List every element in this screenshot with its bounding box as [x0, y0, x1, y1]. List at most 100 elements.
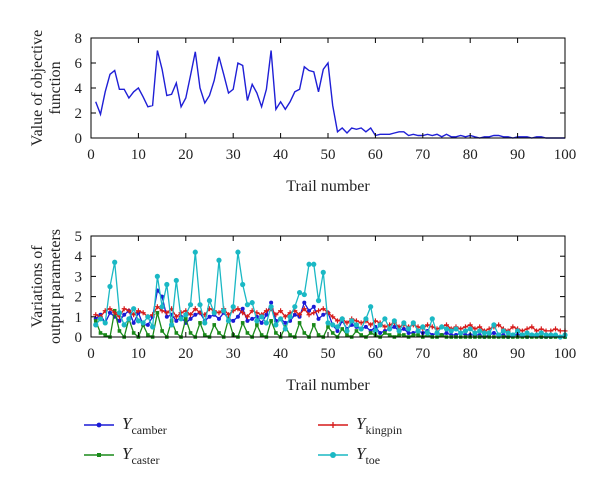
x-tick-label: 20 [178, 346, 193, 362]
chart1-series-camber-point [259, 320, 264, 325]
chart1-series-kingpin-line [95, 305, 565, 332]
chart1-series-kingpin-point [425, 322, 431, 328]
x-tick-label: 0 [87, 346, 95, 362]
chart1-series-caster-point [439, 333, 444, 337]
x-tick-label: 30 [226, 147, 241, 163]
chart1-series-toe-point [510, 332, 516, 338]
y-tick-label: 2 [75, 106, 83, 122]
chart1-series-toe-point [491, 322, 497, 328]
chart1-series-camber-point [235, 314, 240, 319]
chart1-series-toe-point [282, 326, 288, 332]
chart1-series-kingpin-point [334, 318, 340, 324]
chart1-series-toe-point [462, 328, 469, 334]
chart1-series-toe [93, 249, 568, 340]
chart1-series-toe-point [112, 259, 118, 265]
y-axis-label: output parameters [47, 229, 64, 344]
x-tick-label: 30 [226, 346, 241, 362]
x-tick-label: 60 [368, 346, 383, 362]
chart1-series-caster-point [302, 331, 307, 335]
chart1-series-toe-point [448, 328, 454, 334]
chart1-series-toe-point [306, 261, 312, 267]
chart1-series-camber-point [307, 308, 312, 313]
chart1-series-toe-point [515, 328, 521, 334]
chart1-series-kingpin-point [216, 310, 222, 316]
chart1-series-camber-point [174, 318, 179, 323]
chart1-series-caster-point [397, 333, 401, 337]
legend-label-main: Y [356, 414, 367, 433]
chart1-series-toe-point [405, 326, 412, 332]
chart1-series-caster-point [269, 319, 273, 323]
chart1-series-camber-point [107, 310, 112, 315]
chart1-series-toe-point [349, 318, 355, 324]
chart1-series-kingpin-point [278, 308, 284, 314]
chart1-series-camber-point [401, 326, 406, 331]
chart1-series-toe-point [382, 316, 388, 322]
chart1-series-toe-point [429, 316, 435, 322]
chart1-series-toe-point [396, 328, 402, 334]
x-tick-label: 70 [415, 346, 430, 362]
chart1-series-toe-point [121, 322, 127, 328]
chart1-series-toe-point [320, 269, 326, 275]
chart1-series-toe-point [543, 332, 549, 338]
chart1-series-toe-point [529, 332, 535, 338]
chart1-series-camber-point [207, 314, 212, 319]
chart1-series-toe-point [500, 328, 506, 334]
legend-swatch-marker [97, 453, 101, 457]
chart1-series-toe-point [268, 304, 274, 310]
chart1-series-kingpin-point [429, 324, 435, 330]
x-tick-label: 60 [368, 147, 383, 163]
chart1-series-caster-point [188, 331, 193, 335]
y-tick-label: 6 [75, 56, 83, 72]
chart1-series-toe-point [353, 322, 360, 328]
chart1-series-kingpin-point [121, 306, 127, 312]
chart1-series-toe-point [477, 328, 483, 334]
chart1-series-caster-point [259, 333, 264, 337]
chart1-series-caster-point [146, 333, 150, 337]
y-axis-label: Variations of [29, 245, 46, 328]
chart1-series-toe-point [206, 298, 213, 304]
chart1-series-caster-point [354, 329, 359, 333]
y-tick-label: 4 [75, 249, 83, 265]
chart1-series-toe-point [93, 322, 99, 328]
chart1-series-toe-point [173, 277, 179, 284]
chart1-series-caster-point [155, 310, 160, 315]
x-tick-label: 80 [463, 346, 478, 362]
y-tick-label: 0 [75, 330, 83, 346]
chart1-series-toe-point [263, 320, 269, 326]
chart1-series-camber-line [95, 288, 565, 338]
chart1-series-camber-point [188, 316, 193, 321]
chart1-series-toe-point [334, 324, 341, 330]
chart1-series-caster-point [326, 325, 330, 329]
chart1-series-toe-point [145, 314, 151, 320]
chart1-series-camber-point [311, 304, 316, 309]
chart1-series-kingpin-point [529, 324, 535, 330]
chart1-series-toe-point [505, 330, 511, 336]
x-tick-label: 0 [87, 147, 95, 163]
chart1-series-toe-point [140, 320, 146, 326]
legend-label-subscript: kingpin [365, 423, 402, 437]
chart1-series-toe-point [278, 316, 284, 322]
chart1-series-caster-point [93, 319, 98, 323]
chart1-series-kingpin-point [112, 310, 118, 316]
chart1-series-toe-point [225, 318, 232, 324]
chart1-series-toe-point [363, 316, 369, 322]
legend-entry-camber: Ycamber [84, 414, 167, 437]
chart1-series-caster-point [217, 331, 221, 335]
chart1-series-toe-point [387, 326, 393, 332]
chart1-series-kingpin-point [135, 308, 141, 314]
chart1-series-kingpin-point [263, 308, 269, 314]
chart1-series-toe-point [240, 281, 246, 288]
chart1-series-toe-point [439, 324, 445, 330]
x-tick-label: 80 [463, 147, 478, 163]
chart1-series-camber-point [117, 318, 122, 323]
chart1-series-toe-point [150, 324, 156, 330]
chart1-series-toe-point [391, 318, 397, 324]
chart1-series-camber-point [321, 312, 326, 317]
chart1-series-caster-point [212, 323, 217, 327]
x-tick-label: 10 [131, 147, 146, 163]
chart1-series-camber-point [145, 322, 150, 327]
chart1-series-toe-point [107, 283, 113, 290]
chart1-series-toe-point [410, 320, 416, 326]
y-axis-label: function [47, 61, 64, 114]
chart1-series-toe-point [254, 318, 260, 324]
